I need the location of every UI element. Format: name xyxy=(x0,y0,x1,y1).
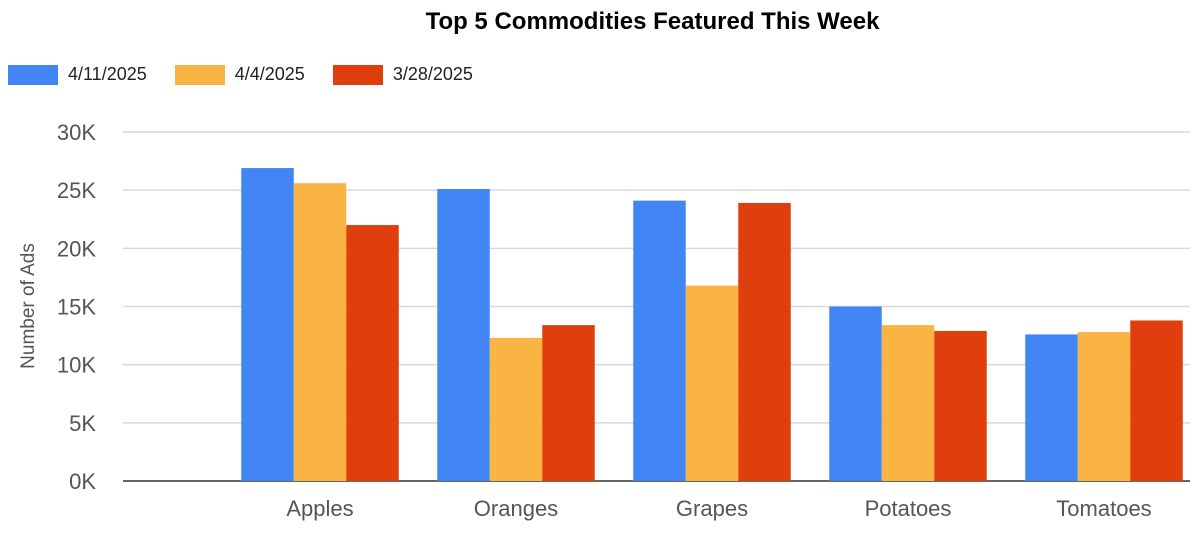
bar-apples-1 xyxy=(293,183,347,482)
bar-tomatoes-0 xyxy=(1025,334,1078,481)
legend-label: 4/11/2025 xyxy=(68,64,147,84)
y-tick-label: 0K xyxy=(69,469,96,494)
bar-apples-2 xyxy=(346,225,399,481)
y-tick-label: 20K xyxy=(57,236,96,261)
x-tick-label: Oranges xyxy=(474,496,558,521)
bar-grapes-1 xyxy=(685,285,739,481)
legend-swatch xyxy=(174,64,225,85)
bar-tomatoes-1 xyxy=(1077,332,1131,481)
x-tick-label: Apples xyxy=(286,496,353,521)
bar-grapes-2 xyxy=(738,202,791,482)
bar-oranges-2 xyxy=(542,325,595,481)
legend-label: 3/28/2025 xyxy=(392,64,473,84)
y-tick-label: 30K xyxy=(57,120,96,145)
legend-item: 3/28/2025 xyxy=(332,64,473,85)
y-tick-label: 5K xyxy=(69,411,96,436)
y-tick-label: 25K xyxy=(57,178,96,203)
legend-item: 4/11/2025 xyxy=(8,64,147,85)
y-tick-label: 10K xyxy=(57,353,96,378)
bar-grapes-0 xyxy=(633,200,686,482)
bar-potatoes-1 xyxy=(881,325,935,481)
x-tick-label: Potatoes xyxy=(865,496,952,521)
legend-label: 4/4/2025 xyxy=(234,64,305,84)
y-tick-label: 15K xyxy=(57,295,96,320)
legend-swatch xyxy=(332,64,383,85)
x-tick-label: Tomatoes xyxy=(1056,496,1151,521)
bar-oranges-1 xyxy=(489,337,543,481)
bar-potatoes-2 xyxy=(934,330,987,481)
x-tick-label: Grapes xyxy=(676,496,748,521)
bar-potatoes-0 xyxy=(829,306,882,481)
bar-oranges-0 xyxy=(437,189,490,481)
bar-tomatoes-2 xyxy=(1130,320,1183,481)
bar-apples-0 xyxy=(241,168,294,481)
legend: 4/11/2025 4/4/2025 3/28/2025 xyxy=(8,64,501,85)
y-axis-label: Number of Ads xyxy=(18,243,39,369)
legend-swatch xyxy=(8,64,58,85)
legend-item: 4/4/2025 xyxy=(174,64,305,85)
chart-title: Top 5 Commodities Featured This Week xyxy=(425,8,880,35)
